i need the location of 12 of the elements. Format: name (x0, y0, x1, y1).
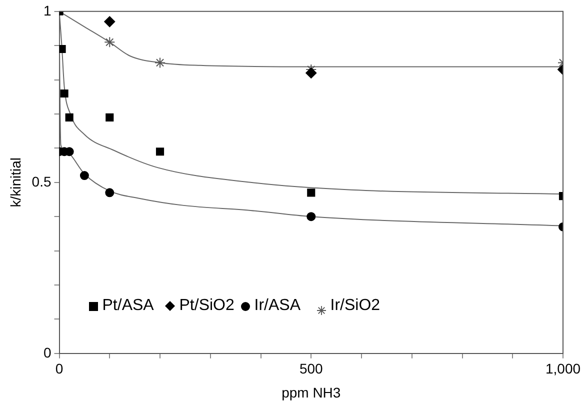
x-axis-title: ppm NH3 (282, 384, 341, 400)
legend-label: Pt/SiO2 (179, 297, 234, 316)
y-axis-title: k/kinitial (7, 158, 24, 208)
x-tick-label: 1,000 (545, 360, 581, 377)
legend-label: Ir/ASA (254, 297, 300, 316)
y-tick-label: 1 (43, 2, 52, 18)
x-tick-label: 500 (299, 360, 324, 377)
legend-label: Pt/ASA (102, 297, 154, 316)
y-tick-label: 0.5 (32, 173, 52, 190)
legend-label: Ir/SiO2 (330, 297, 380, 316)
y-tick-label: 0 (43, 344, 52, 360)
x-tick-label: 0 (55, 360, 64, 377)
